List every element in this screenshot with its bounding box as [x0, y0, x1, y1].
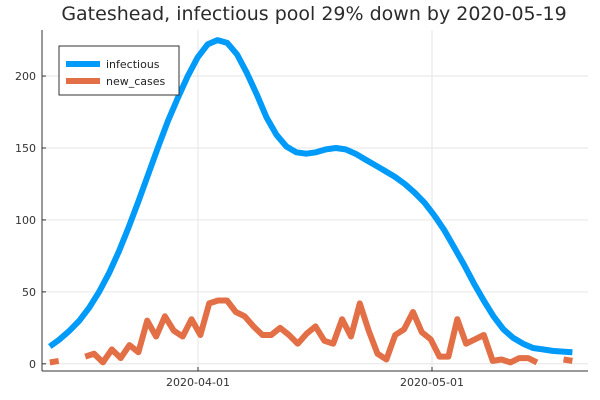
- legend-label-infectious: infectious: [106, 58, 160, 71]
- y-tick-label-150: 150: [15, 142, 36, 155]
- y-tick-label-200: 200: [15, 70, 36, 83]
- series-line-new-cases-2: [563, 356, 573, 364]
- y-tick-label-0: 0: [29, 358, 36, 371]
- y-ticks: 0 50 100 150 200: [15, 70, 46, 371]
- series-line-infectious-0: [48, 37, 573, 356]
- legend-box: [58, 45, 180, 96]
- axes: [41, 30, 588, 372]
- x-ticks: 2020-04-01 2020-05-01: [166, 367, 464, 389]
- y-tick-label-50: 50: [22, 286, 36, 299]
- x-tick-label-2020-05-01: 2020-05-01: [400, 376, 464, 389]
- legend-label-new-cases: new_cases: [106, 75, 166, 88]
- series-line-new-cases-0: [49, 357, 60, 366]
- y-tick-label-100: 100: [15, 214, 36, 227]
- series-line-new-cases-1: [84, 297, 539, 366]
- x-tick-label-2020-04-01: 2020-04-01: [166, 376, 230, 389]
- legend: infectious new_cases: [58, 45, 180, 96]
- chart-title: Gateshead, infectious pool 29% down by 2…: [61, 3, 566, 25]
- series: [48, 37, 573, 366]
